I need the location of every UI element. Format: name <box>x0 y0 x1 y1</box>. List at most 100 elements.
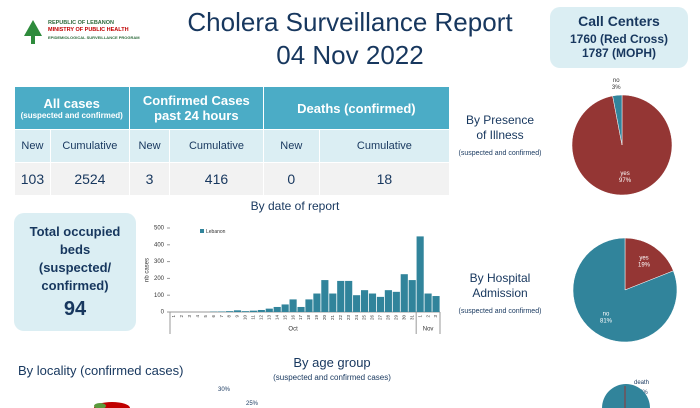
cell-value: 3 <box>128 162 171 196</box>
logo-line: EPIDEMIOLOGICAL SURVEILLANCE PROGRAM <box>48 35 140 40</box>
logo-line: REPUBLIC OF LEBANON <box>48 20 114 26</box>
bar <box>432 296 440 312</box>
cell-value: 103 <box>14 162 51 196</box>
chart-title: By Presence of Illness <box>466 113 534 142</box>
x-tick-label: 12 <box>259 315 264 321</box>
slice-label: 19% <box>638 263 651 269</box>
bar <box>353 295 361 312</box>
x-tick-label: 29 <box>394 315 399 321</box>
partial-pie <box>602 384 650 408</box>
pie-slice <box>624 237 674 291</box>
legend-label: Lebanon <box>206 229 226 235</box>
group-label: Oct <box>288 327 298 333</box>
x-tick-label: 31 <box>409 315 414 321</box>
group-header: All cases (suspected and confirmed) <box>14 87 130 130</box>
slice-category: no <box>613 78 620 84</box>
x-tick-label: 6 <box>211 315 216 318</box>
bar <box>218 311 226 312</box>
x-tick-label: 19 <box>314 315 319 321</box>
bar <box>337 280 345 312</box>
x-tick-label: 23 <box>346 315 351 321</box>
bar <box>305 299 313 312</box>
x-tick-label: 24 <box>354 315 359 321</box>
y-axis-label: nb cases <box>145 258 151 282</box>
bar <box>424 293 432 312</box>
x-tick-label: 1 <box>171 315 176 318</box>
x-tick-label: 11 <box>251 315 256 320</box>
column-header: Cumulative <box>49 129 130 163</box>
column-header: Cumulative <box>169 129 264 163</box>
cell-value: 0 <box>262 162 320 196</box>
beds-value: 94 <box>63 298 87 320</box>
death-label: death <box>634 380 650 386</box>
bar <box>376 296 385 312</box>
x-tick-label: 8 <box>227 315 232 318</box>
x-tick-label: 13 <box>266 315 271 321</box>
locality-title: By locality (confirmed cases) <box>18 363 184 378</box>
x-tick-label: 22 <box>338 315 343 321</box>
bar <box>265 308 273 312</box>
bar <box>360 290 369 312</box>
group-title: Confirmed Cases past 24 hours <box>142 93 250 123</box>
column-header: New <box>262 129 320 163</box>
cell-value: 2524 <box>49 162 130 196</box>
x-tick-label: 16 <box>290 315 295 321</box>
chart-subtitle: (suspected and confirmed) <box>459 150 542 157</box>
group-title: All cases <box>43 96 100 111</box>
bar <box>329 293 337 312</box>
bar <box>289 299 297 312</box>
slice-label: 97% <box>619 178 632 184</box>
slice-category: yes <box>639 256 648 262</box>
bar <box>368 293 377 312</box>
beds-box: Total occupied beds (suspected/ confirme… <box>14 213 136 331</box>
logo-line: MINISTRY OF PUBLIC HEALTH <box>48 27 129 33</box>
legend-swatch <box>200 229 204 233</box>
x-tick-label: 3 <box>187 315 192 318</box>
x-tick-label: 25 <box>362 315 367 321</box>
x-tick-label: 2 <box>179 315 184 318</box>
age-subtitle: (suspected and confirmed cases) <box>273 373 391 382</box>
x-tick-label: 20 <box>322 315 327 321</box>
call-center: 1787 (MOPH) <box>581 46 657 60</box>
x-tick-label: 4 <box>195 315 200 318</box>
beds-label: Total occupied beds (suspected/ confirme… <box>29 224 121 293</box>
column-header: New <box>14 129 51 163</box>
y-tick-label: 0 <box>161 310 165 316</box>
x-tick-label: 18 <box>306 315 311 321</box>
x-tick-label: 3 <box>433 315 438 318</box>
x-tick-label: 9 <box>235 315 240 318</box>
bar <box>384 290 392 312</box>
column-header: Cumulative <box>318 129 451 163</box>
bar <box>281 304 289 312</box>
bar <box>273 306 281 312</box>
group-header: Deaths (confirmed) <box>263 87 451 130</box>
call-centers-title: Call Centers <box>578 13 660 29</box>
y-tick-label: 300 <box>154 259 165 265</box>
date: 04 Nov 2022 <box>276 40 424 70</box>
y-tick-label: 100 <box>154 293 165 299</box>
chart-title: By Hospital Admission <box>470 271 531 300</box>
logo-icon <box>24 20 42 44</box>
x-tick-label: 5 <box>203 315 208 318</box>
chart-title: By date of report <box>251 199 340 213</box>
bar <box>257 309 265 312</box>
bar <box>233 310 242 312</box>
slice-label: 3% <box>612 85 621 91</box>
bar <box>225 311 234 312</box>
y-tick-label: 200 <box>154 276 165 282</box>
bar <box>392 291 400 312</box>
x-tick-label: 26 <box>370 315 375 321</box>
x-tick-label: 1 <box>417 315 422 318</box>
y-tick-label: 400 <box>154 242 165 248</box>
x-tick-label: 10 <box>243 315 248 321</box>
bar <box>249 310 257 312</box>
y-tick-label: 500 <box>154 226 165 232</box>
slice-label: 81% <box>600 319 613 325</box>
bar <box>297 306 305 312</box>
title: Cholera Surveillance Report <box>187 7 513 37</box>
age-title: By age group <box>293 355 371 370</box>
group-subtitle: (suspected and confirmed) <box>20 111 123 120</box>
x-tick-label: 14 <box>274 315 279 321</box>
x-tick-label: 28 <box>386 315 391 321</box>
